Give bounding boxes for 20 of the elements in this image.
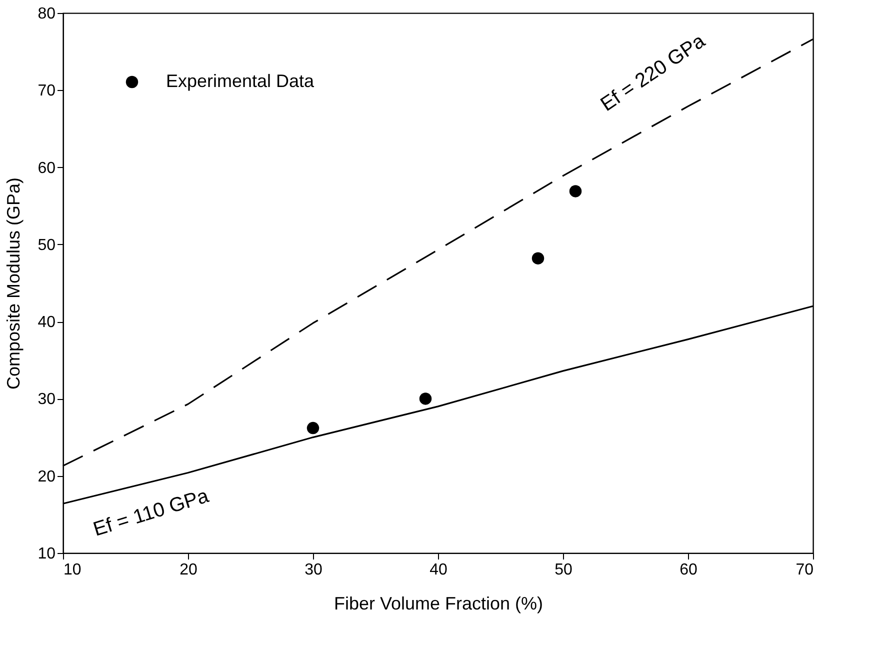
- x-tick-label: 50: [554, 562, 572, 578]
- x-tick-label: 70: [796, 562, 814, 578]
- y-axis-title: Composite Modulus (GPa): [4, 177, 24, 390]
- y-tick-label: 50: [38, 236, 56, 254]
- y-tick-label: 80: [38, 6, 56, 22]
- y-tick-label: 70: [38, 82, 56, 100]
- x-tick-label: 60: [680, 562, 698, 578]
- legend-label: Experimental Data: [166, 71, 316, 91]
- x-tick-label: 20: [180, 562, 198, 578]
- x-tick-label: 30: [304, 562, 322, 578]
- x-tick-label: 40: [430, 562, 448, 578]
- annotation: Ef = 220 GPa: [596, 30, 710, 116]
- x-axis-title: Fiber Volume Fraction (%): [334, 594, 544, 614]
- x-tick-label: 10: [64, 562, 82, 578]
- y-tick-label: 20: [38, 468, 56, 486]
- y-tick-label: 60: [38, 160, 56, 177]
- annotation: Ef = 110 GPa: [90, 484, 212, 541]
- y-tick-label: 40: [38, 314, 56, 332]
- y-tick-label: 30: [38, 391, 56, 408]
- y-tick-label: 10: [38, 546, 56, 562]
